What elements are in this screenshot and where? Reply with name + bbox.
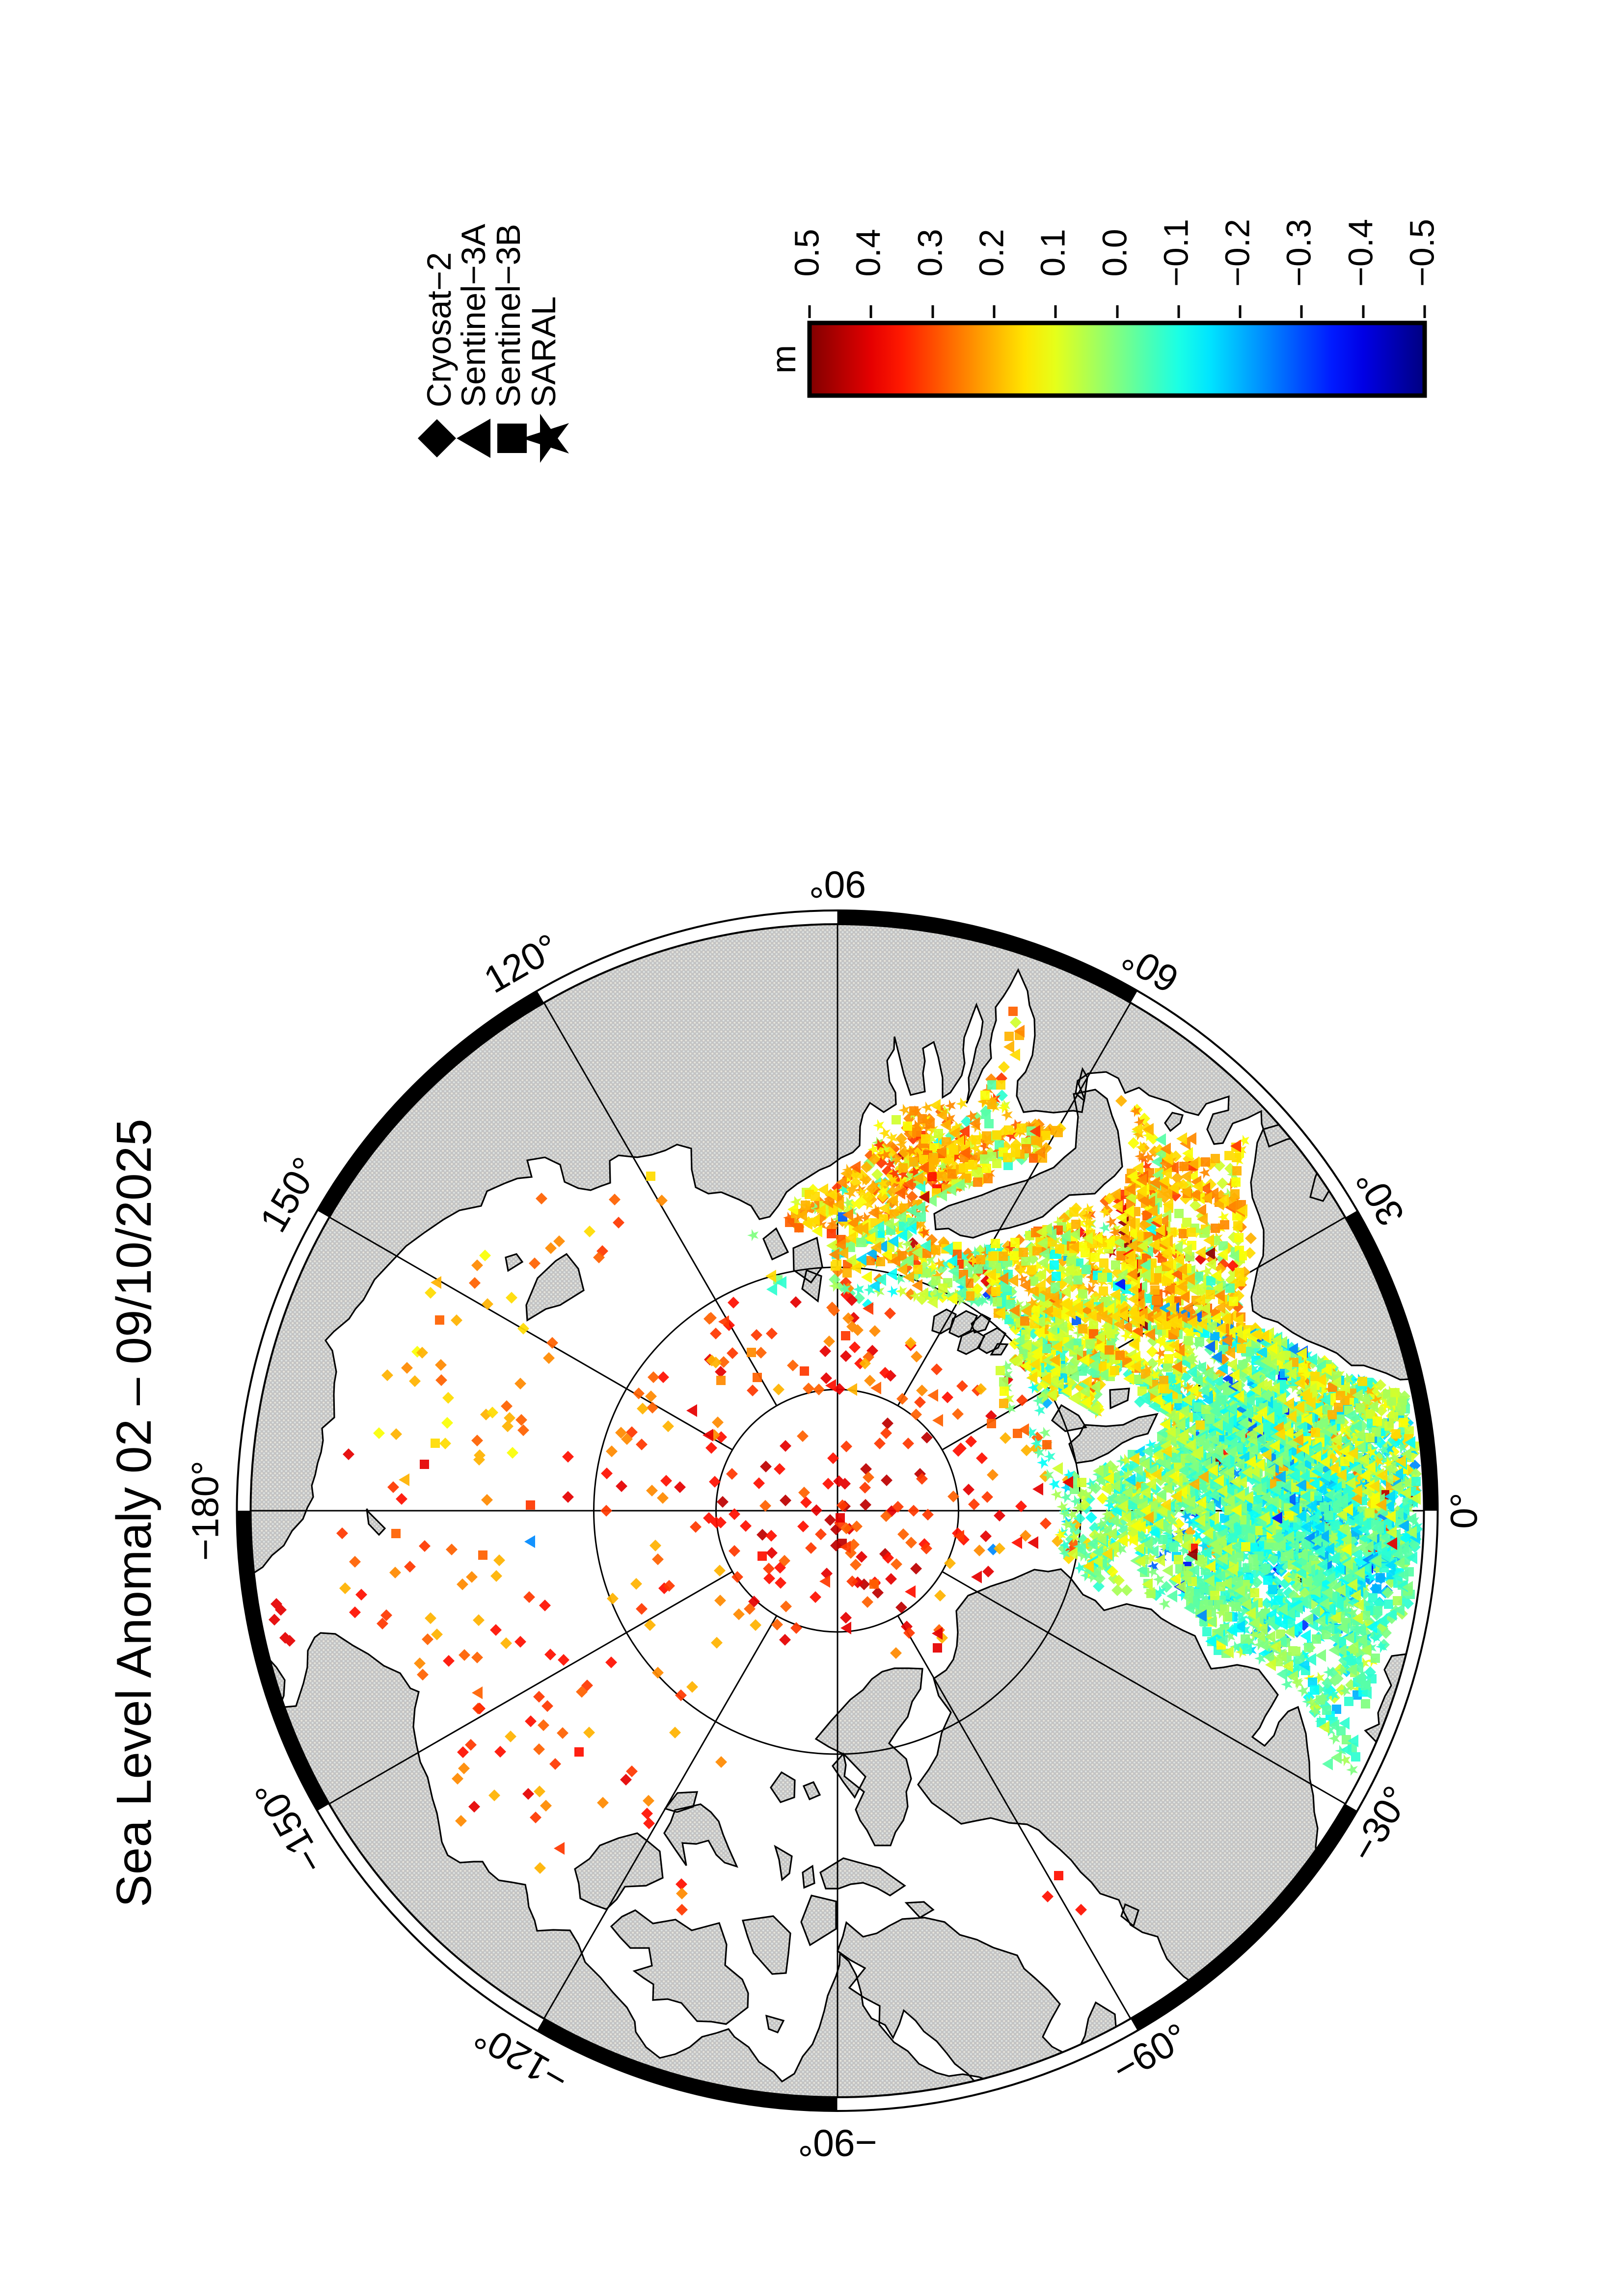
svg-text:150°: 150° bbox=[252, 1150, 327, 1239]
svg-text:Sea Level Anomaly 02 – 09/10/2: Sea Level Anomaly 02 – 09/10/2025 bbox=[107, 1119, 162, 1907]
svg-text:0.3: 0.3 bbox=[911, 229, 949, 276]
svg-text:Sentinel−3A: Sentinel−3A bbox=[455, 224, 492, 407]
svg-text:0°: 0° bbox=[1443, 1493, 1485, 1529]
svg-text:0.5: 0.5 bbox=[787, 229, 826, 276]
svg-text:SARAL: SARAL bbox=[525, 296, 563, 407]
svg-text:−0.4: −0.4 bbox=[1341, 219, 1380, 287]
svg-text:−0.5: −0.5 bbox=[1403, 219, 1441, 287]
svg-text:0.1: 0.1 bbox=[1033, 229, 1072, 276]
svg-text:−0.1: −0.1 bbox=[1157, 219, 1195, 287]
svg-text:−0.2: −0.2 bbox=[1218, 219, 1256, 287]
svg-text:−60°: −60° bbox=[1106, 2015, 1195, 2091]
svg-text:Sentinel−3B: Sentinel−3B bbox=[489, 224, 527, 407]
svg-text:−180°: −180° bbox=[184, 1461, 226, 1561]
svg-text:−0.3: −0.3 bbox=[1279, 219, 1318, 287]
svg-text:−90°: −90° bbox=[798, 2122, 877, 2164]
svg-text:m: m bbox=[764, 345, 803, 374]
svg-text:−30°: −30° bbox=[1342, 1779, 1418, 1869]
svg-text:0.2: 0.2 bbox=[972, 229, 1010, 276]
svg-text:Cryosat−2: Cryosat−2 bbox=[420, 252, 458, 407]
svg-text:90°: 90° bbox=[809, 863, 866, 906]
svg-text:0.0: 0.0 bbox=[1095, 229, 1134, 276]
svg-text:120°: 120° bbox=[477, 926, 566, 1001]
svg-text:0.4: 0.4 bbox=[849, 229, 887, 276]
